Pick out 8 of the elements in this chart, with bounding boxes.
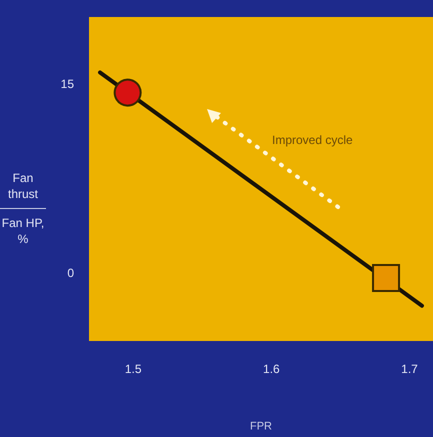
y-tick-label: 0 [67, 266, 74, 280]
y-tick-label: 15 [60, 76, 74, 91]
x-tick-label: 1.7 [401, 362, 418, 376]
text: Fan thrust Fan HP, % [2, 171, 44, 246]
annotation: Improved cycle [272, 133, 353, 147]
x-tick-label: 1.5 [124, 362, 142, 376]
x-tick-label: 1.6 [263, 362, 280, 376]
x-axis-title: FPR [250, 420, 272, 432]
